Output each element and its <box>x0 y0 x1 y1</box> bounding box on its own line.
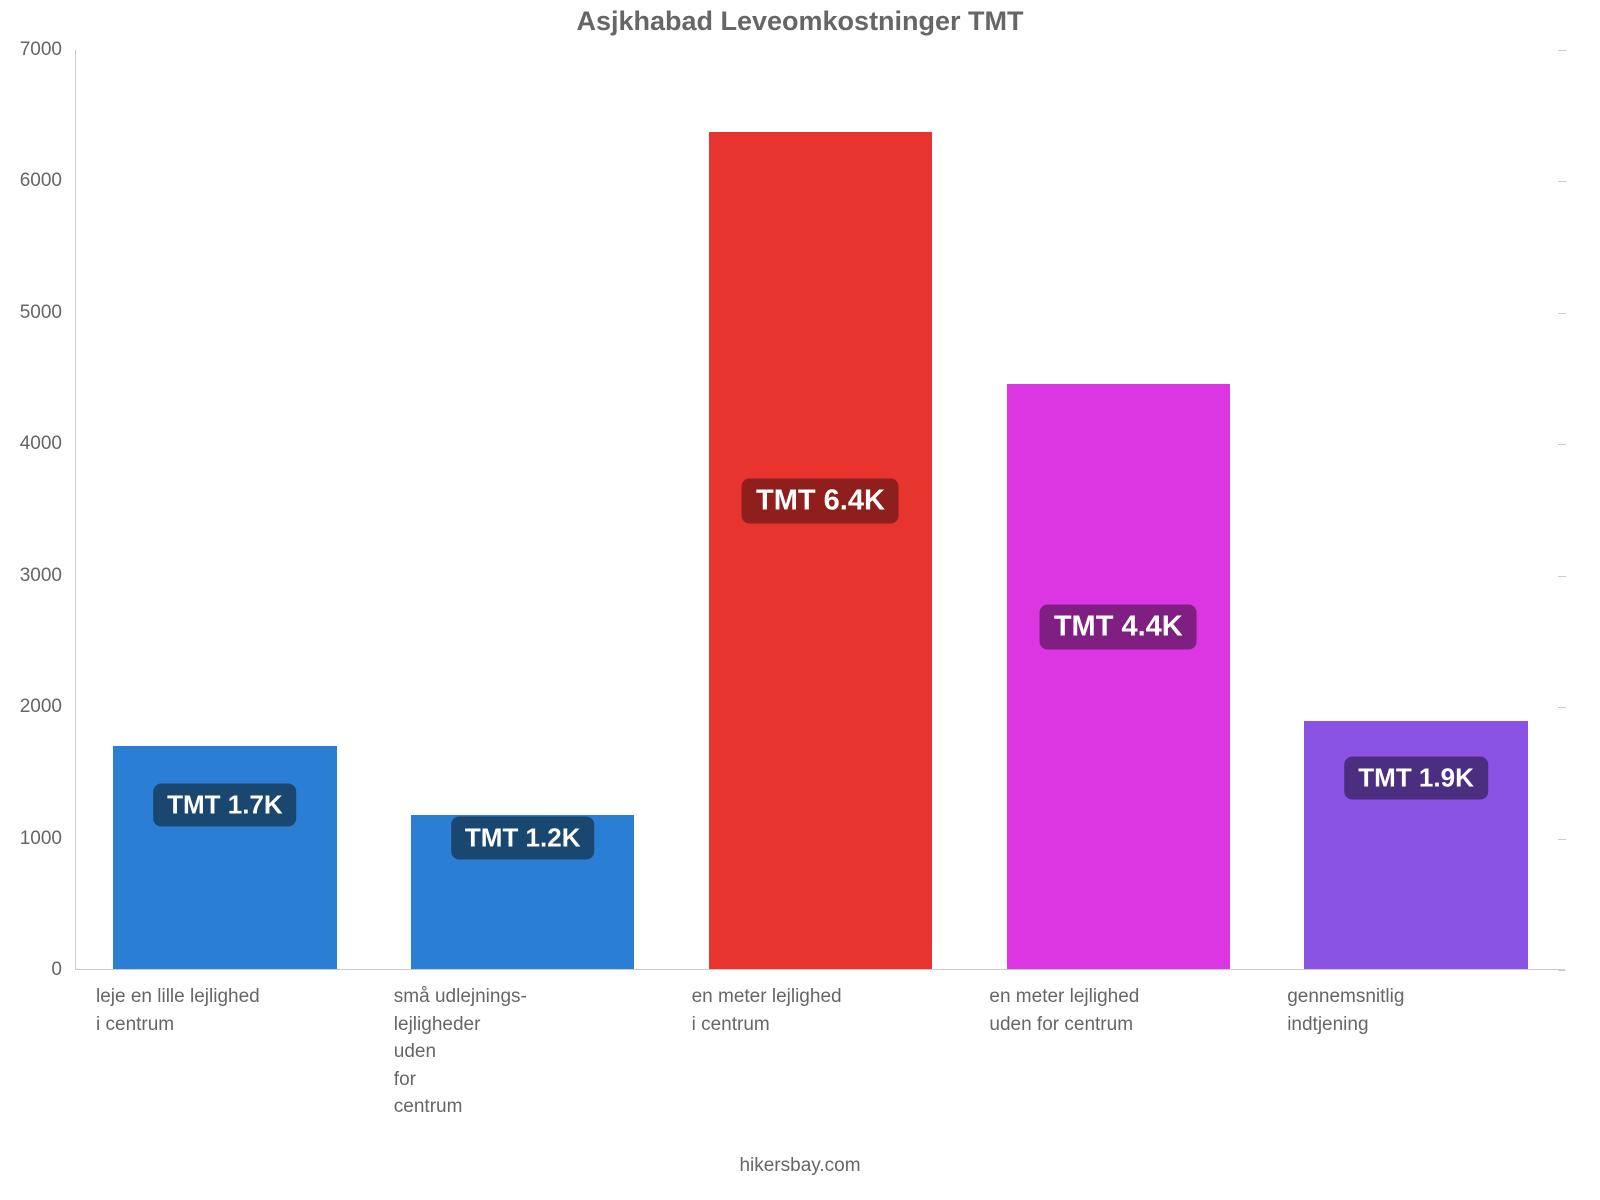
y-tick-label: 1000 <box>20 828 76 850</box>
x-category-label: en meter lejlighedi centrum <box>672 969 872 1038</box>
chart-source: hikersbay.com <box>0 1155 1600 1177</box>
y-tick-label: 6000 <box>20 170 76 192</box>
y-tick-mark <box>1558 50 1566 51</box>
bar-slot: TMT 1.2Ksmå udlejnings-lejlighederudenfo… <box>374 50 672 969</box>
bar-slot: TMT 6.4Ken meter lejlighedi centrum <box>672 50 970 969</box>
chart-container: Asjkhabad Leveomkostninger TMT TMT 1.7Kl… <box>0 0 1600 1200</box>
y-tick-label: 7000 <box>20 39 76 61</box>
x-category-label: en meter lejligheduden for centrum <box>969 969 1169 1038</box>
y-tick-mark <box>1558 970 1566 971</box>
chart-title: Asjkhabad Leveomkostninger TMT <box>0 6 1600 37</box>
bars-row: TMT 1.7Kleje en lille lejlighedi centrum… <box>76 50 1565 969</box>
y-tick-label: 0 <box>51 959 76 981</box>
bar-slot: TMT 1.9Kgennemsnitligindtjening <box>1267 50 1565 969</box>
bar: TMT 6.4K <box>709 132 932 969</box>
y-tick-mark <box>1558 313 1566 314</box>
y-tick-mark <box>1558 181 1566 182</box>
x-category-label: gennemsnitligindtjening <box>1267 969 1467 1038</box>
x-category-label: leje en lille lejlighedi centrum <box>76 969 276 1038</box>
y-tick-mark <box>1558 707 1566 708</box>
value-badge: TMT 4.4K <box>1040 605 1197 650</box>
bar-slot: TMT 1.7Kleje en lille lejlighedi centrum <box>76 50 374 969</box>
bar: TMT 1.2K <box>411 815 634 969</box>
x-category-label: små udlejnings-lejlighederudenforcentrum <box>374 969 574 1121</box>
y-tick-label: 2000 <box>20 696 76 718</box>
value-badge: TMT 1.9K <box>1344 757 1488 800</box>
y-tick-mark <box>1558 839 1566 840</box>
y-tick-label: 5000 <box>20 302 76 324</box>
value-badge: TMT 6.4K <box>742 479 899 524</box>
value-badge: TMT 1.2K <box>451 816 595 859</box>
bar: TMT 1.9K <box>1304 721 1527 969</box>
plot-area: TMT 1.7Kleje en lille lejlighedi centrum… <box>75 50 1565 970</box>
y-tick-label: 4000 <box>20 433 76 455</box>
value-badge: TMT 1.7K <box>153 783 297 826</box>
y-tick-label: 3000 <box>20 565 76 587</box>
bar-slot: TMT 4.4Ken meter lejligheduden for centr… <box>969 50 1267 969</box>
y-tick-mark <box>1558 444 1566 445</box>
y-tick-mark <box>1558 576 1566 577</box>
bar: TMT 1.7K <box>113 746 336 969</box>
bar: TMT 4.4K <box>1007 384 1230 969</box>
